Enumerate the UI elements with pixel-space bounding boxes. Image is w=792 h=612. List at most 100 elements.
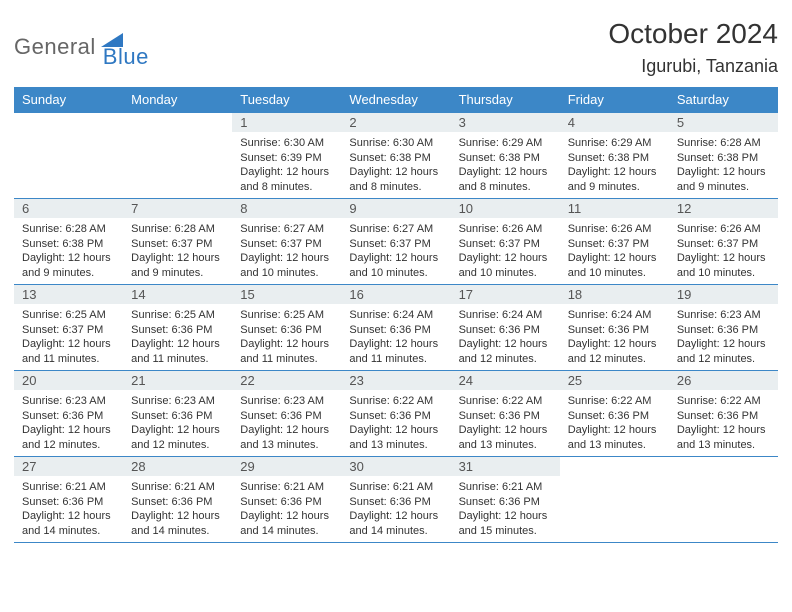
sunrise-line: Sunrise: 6:28 AM — [131, 222, 226, 237]
day-info: Sunrise: 6:29 AMSunset: 6:38 PMDaylight:… — [451, 132, 560, 198]
sunrise-line: Sunrise: 6:21 AM — [131, 480, 226, 495]
calendar-cell: 4Sunrise: 6:29 AMSunset: 6:38 PMDaylight… — [560, 113, 669, 199]
sunset-line: Sunset: 6:36 PM — [349, 409, 444, 424]
sunrise-line: Sunrise: 6:24 AM — [568, 308, 663, 323]
sunset-line: Sunset: 6:36 PM — [568, 409, 663, 424]
sunrise-line: Sunrise: 6:23 AM — [22, 394, 117, 409]
sunset-line: Sunset: 6:36 PM — [22, 495, 117, 510]
day-number: 23 — [341, 371, 450, 390]
sunrise-line: Sunrise: 6:27 AM — [240, 222, 335, 237]
calendar-cell — [669, 457, 778, 543]
day-number: 5 — [669, 113, 778, 132]
sunrise-line: Sunrise: 6:29 AM — [459, 136, 554, 151]
daylight-line: Daylight: 12 hours and 13 minutes. — [568, 423, 663, 452]
weekday-header: Friday — [560, 87, 669, 113]
sunset-line: Sunset: 6:38 PM — [22, 237, 117, 252]
day-info: Sunrise: 6:21 AMSunset: 6:36 PMDaylight:… — [123, 476, 232, 542]
sunset-line: Sunset: 6:36 PM — [22, 409, 117, 424]
daylight-line: Daylight: 12 hours and 12 minutes. — [459, 337, 554, 366]
calendar-week-row: 20Sunrise: 6:23 AMSunset: 6:36 PMDayligh… — [14, 371, 778, 457]
calendar-body: 1Sunrise: 6:30 AMSunset: 6:39 PMDaylight… — [14, 113, 778, 543]
sunrise-line: Sunrise: 6:22 AM — [459, 394, 554, 409]
title-block: October 2024 Igurubi, Tanzania — [608, 18, 778, 77]
sunrise-line: Sunrise: 6:27 AM — [349, 222, 444, 237]
sunrise-line: Sunrise: 6:25 AM — [22, 308, 117, 323]
sunrise-line: Sunrise: 6:26 AM — [677, 222, 772, 237]
day-number: 6 — [14, 199, 123, 218]
month-title: October 2024 — [608, 18, 778, 50]
calendar-cell: 17Sunrise: 6:24 AMSunset: 6:36 PMDayligh… — [451, 285, 560, 371]
sunrise-line: Sunrise: 6:25 AM — [240, 308, 335, 323]
daylight-line: Daylight: 12 hours and 8 minutes. — [240, 165, 335, 194]
daylight-line: Daylight: 12 hours and 12 minutes. — [677, 337, 772, 366]
sunrise-line: Sunrise: 6:26 AM — [568, 222, 663, 237]
sunset-line: Sunset: 6:36 PM — [240, 323, 335, 338]
sunset-line: Sunset: 6:38 PM — [568, 151, 663, 166]
daylight-line: Daylight: 12 hours and 10 minutes. — [459, 251, 554, 280]
day-info: Sunrise: 6:22 AMSunset: 6:36 PMDaylight:… — [560, 390, 669, 456]
day-info: Sunrise: 6:30 AMSunset: 6:38 PMDaylight:… — [341, 132, 450, 198]
daylight-line: Daylight: 12 hours and 10 minutes. — [240, 251, 335, 280]
day-info: Sunrise: 6:21 AMSunset: 6:36 PMDaylight:… — [341, 476, 450, 542]
day-number: 21 — [123, 371, 232, 390]
sunset-line: Sunset: 6:38 PM — [349, 151, 444, 166]
weekday-header: Saturday — [669, 87, 778, 113]
daylight-line: Daylight: 12 hours and 11 minutes. — [131, 337, 226, 366]
sunset-line: Sunset: 6:36 PM — [459, 495, 554, 510]
calendar-cell: 3Sunrise: 6:29 AMSunset: 6:38 PMDaylight… — [451, 113, 560, 199]
daylight-line: Daylight: 12 hours and 11 minutes. — [240, 337, 335, 366]
calendar-cell: 2Sunrise: 6:30 AMSunset: 6:38 PMDaylight… — [341, 113, 450, 199]
sunrise-line: Sunrise: 6:22 AM — [568, 394, 663, 409]
sunset-line: Sunset: 6:38 PM — [677, 151, 772, 166]
day-number: 30 — [341, 457, 450, 476]
sunset-line: Sunset: 6:37 PM — [240, 237, 335, 252]
daylight-line: Daylight: 12 hours and 14 minutes. — [131, 509, 226, 538]
day-info: Sunrise: 6:23 AMSunset: 6:36 PMDaylight:… — [232, 390, 341, 456]
day-number: 12 — [669, 199, 778, 218]
logo-text-blue: Blue — [103, 44, 149, 70]
calendar-cell: 8Sunrise: 6:27 AMSunset: 6:37 PMDaylight… — [232, 199, 341, 285]
day-number: 31 — [451, 457, 560, 476]
day-number: 13 — [14, 285, 123, 304]
daylight-line: Daylight: 12 hours and 11 minutes. — [22, 337, 117, 366]
day-info: Sunrise: 6:25 AMSunset: 6:36 PMDaylight:… — [232, 304, 341, 370]
calendar-cell: 12Sunrise: 6:26 AMSunset: 6:37 PMDayligh… — [669, 199, 778, 285]
daylight-line: Daylight: 12 hours and 9 minutes. — [22, 251, 117, 280]
sunset-line: Sunset: 6:36 PM — [677, 409, 772, 424]
day-info: Sunrise: 6:25 AMSunset: 6:36 PMDaylight:… — [123, 304, 232, 370]
day-number: 27 — [14, 457, 123, 476]
calendar-week-row: 27Sunrise: 6:21 AMSunset: 6:36 PMDayligh… — [14, 457, 778, 543]
sunrise-line: Sunrise: 6:23 AM — [240, 394, 335, 409]
daylight-line: Daylight: 12 hours and 12 minutes. — [131, 423, 226, 452]
sunrise-line: Sunrise: 6:30 AM — [349, 136, 444, 151]
calendar-cell: 22Sunrise: 6:23 AMSunset: 6:36 PMDayligh… — [232, 371, 341, 457]
calendar-week-row: 13Sunrise: 6:25 AMSunset: 6:37 PMDayligh… — [14, 285, 778, 371]
calendar-week-row: 1Sunrise: 6:30 AMSunset: 6:39 PMDaylight… — [14, 113, 778, 199]
header: General Blue October 2024 Igurubi, Tanza… — [14, 18, 778, 77]
sunset-line: Sunset: 6:36 PM — [459, 323, 554, 338]
day-info: Sunrise: 6:29 AMSunset: 6:38 PMDaylight:… — [560, 132, 669, 198]
location: Igurubi, Tanzania — [608, 56, 778, 77]
logo: General Blue — [14, 18, 149, 70]
sunrise-line: Sunrise: 6:24 AM — [459, 308, 554, 323]
sunset-line: Sunset: 6:36 PM — [240, 495, 335, 510]
sunrise-line: Sunrise: 6:24 AM — [349, 308, 444, 323]
day-number: 19 — [669, 285, 778, 304]
day-info: Sunrise: 6:22 AMSunset: 6:36 PMDaylight:… — [341, 390, 450, 456]
weekday-header: Tuesday — [232, 87, 341, 113]
calendar-table: SundayMondayTuesdayWednesdayThursdayFrid… — [14, 87, 778, 543]
daylight-line: Daylight: 12 hours and 11 minutes. — [349, 337, 444, 366]
day-info: Sunrise: 6:24 AMSunset: 6:36 PMDaylight:… — [341, 304, 450, 370]
daylight-line: Daylight: 12 hours and 15 minutes. — [459, 509, 554, 538]
sunrise-line: Sunrise: 6:25 AM — [131, 308, 226, 323]
calendar-cell: 10Sunrise: 6:26 AMSunset: 6:37 PMDayligh… — [451, 199, 560, 285]
sunrise-line: Sunrise: 6:28 AM — [677, 136, 772, 151]
calendar-cell — [14, 113, 123, 199]
day-info: Sunrise: 6:30 AMSunset: 6:39 PMDaylight:… — [232, 132, 341, 198]
day-number: 1 — [232, 113, 341, 132]
calendar-cell: 30Sunrise: 6:21 AMSunset: 6:36 PMDayligh… — [341, 457, 450, 543]
day-info: Sunrise: 6:21 AMSunset: 6:36 PMDaylight:… — [14, 476, 123, 542]
daylight-line: Daylight: 12 hours and 14 minutes. — [349, 509, 444, 538]
day-info: Sunrise: 6:24 AMSunset: 6:36 PMDaylight:… — [451, 304, 560, 370]
day-number: 17 — [451, 285, 560, 304]
